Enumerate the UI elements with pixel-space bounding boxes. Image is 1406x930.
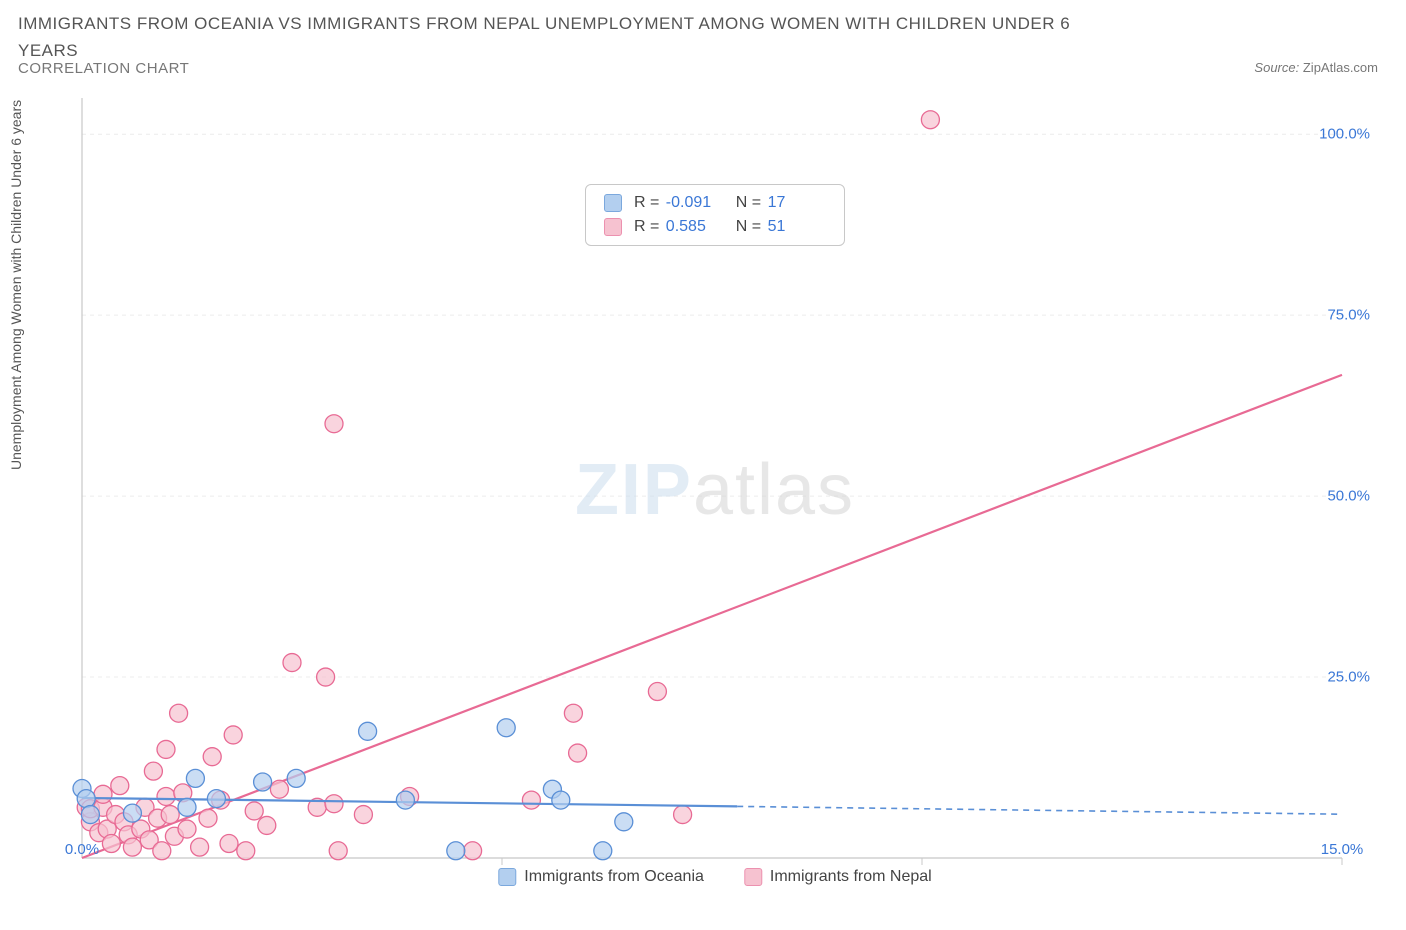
legend-item: Immigrants from Oceania bbox=[498, 868, 704, 886]
legend-label: Immigrants from Oceania bbox=[524, 868, 704, 886]
r-label: R = bbox=[634, 218, 659, 235]
n-value-nepal: 51 bbox=[768, 215, 826, 239]
chart-subtitle: CORRELATION CHART bbox=[18, 60, 189, 77]
swatch-oceania bbox=[604, 194, 622, 212]
y-axis-label: Unemployment Among Women with Children U… bbox=[8, 100, 24, 470]
y-tick-label: 25.0% bbox=[1327, 669, 1370, 686]
legend: Immigrants from Oceania Immigrants from N… bbox=[498, 868, 931, 886]
source-label: Source: bbox=[1254, 60, 1299, 75]
n-label: N = bbox=[736, 218, 761, 235]
source-attribution: Source: ZipAtlas.com bbox=[1254, 60, 1378, 75]
n-label: N = bbox=[736, 194, 761, 211]
chart-title: IMMIGRANTS FROM OCEANIA VS IMMIGRANTS FR… bbox=[18, 10, 1118, 64]
y-tick-label: 100.0% bbox=[1319, 126, 1370, 143]
chart-area: ZIPatlas R = -0.091 N = 17 R = 0.585 N =… bbox=[50, 90, 1380, 890]
r-label: R = bbox=[634, 194, 659, 211]
legend-swatch bbox=[744, 868, 762, 886]
r-value-nepal: 0.585 bbox=[666, 215, 724, 239]
stats-row-oceania: R = -0.091 N = 17 bbox=[604, 191, 826, 215]
legend-item: Immigrants from Nepal bbox=[744, 868, 932, 886]
x-tick-label: 15.0% bbox=[1321, 841, 1364, 858]
stats-row-nepal: R = 0.585 N = 51 bbox=[604, 215, 826, 239]
n-value-oceania: 17 bbox=[768, 191, 826, 215]
swatch-nepal bbox=[604, 218, 622, 236]
legend-swatch bbox=[498, 868, 516, 886]
r-value-oceania: -0.091 bbox=[666, 191, 724, 215]
x-tick-label: 0.0% bbox=[65, 841, 99, 858]
y-tick-label: 75.0% bbox=[1327, 307, 1370, 324]
y-tick-label: 50.0% bbox=[1327, 488, 1370, 505]
source-value: ZipAtlas.com bbox=[1303, 60, 1378, 75]
correlation-stats-box: R = -0.091 N = 17 R = 0.585 N = 51 bbox=[585, 184, 845, 246]
legend-label: Immigrants from Nepal bbox=[770, 868, 932, 886]
